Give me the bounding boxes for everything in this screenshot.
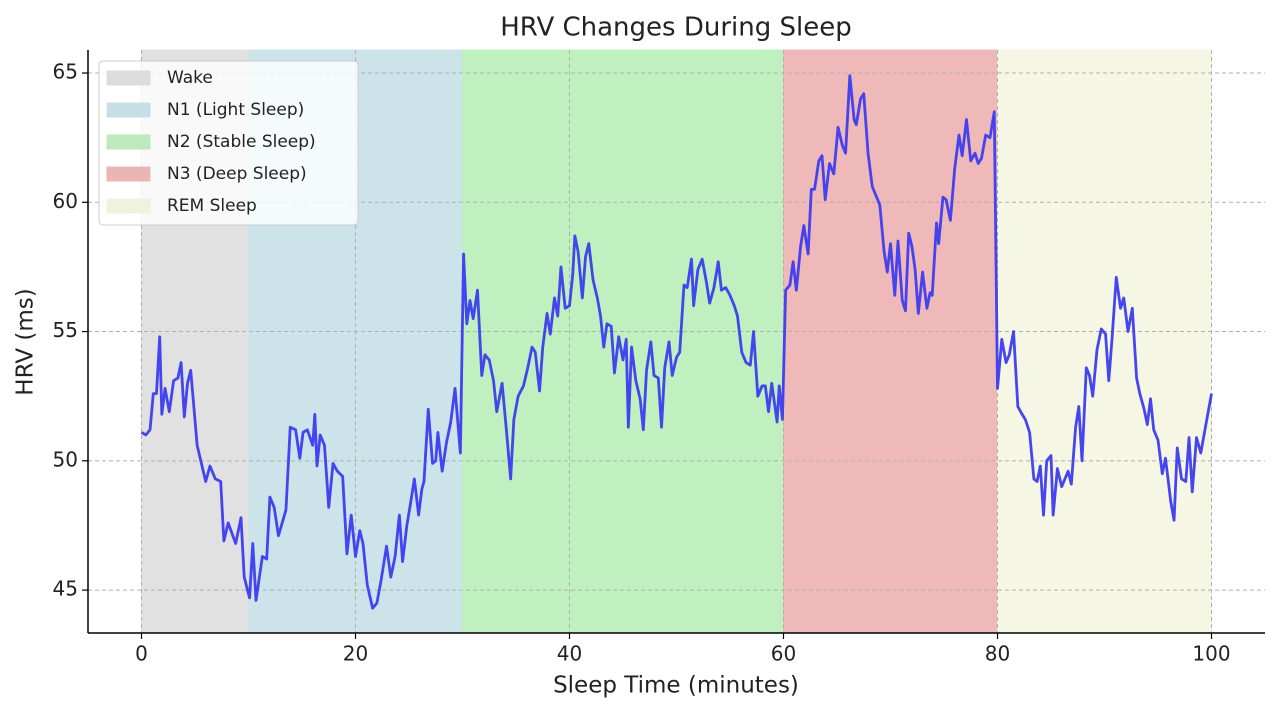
x-tick-label: 60 — [771, 642, 796, 666]
legend-box — [98, 60, 359, 226]
stage-span — [997, 49, 1212, 634]
legend-label: N1 (Light Sleep) — [167, 100, 304, 120]
x-tick-label: 0 — [135, 642, 148, 666]
x-tick-label: 20 — [343, 642, 368, 666]
legend-swatch — [106, 134, 151, 150]
y-tick-label: 45 — [53, 577, 78, 601]
y-tick-label: 50 — [53, 447, 78, 471]
legend-label: N3 (Deep Sleep) — [167, 164, 307, 184]
y-tick-label: 60 — [53, 189, 78, 213]
x-tick-label: 100 — [1192, 642, 1230, 666]
chart-title: HRV Changes During Sleep — [500, 13, 851, 43]
x-tick-label: 80 — [985, 642, 1010, 666]
legend-swatch — [106, 166, 151, 182]
legend: Wake N1 (Light Sleep) N2 (Stable Sleep) N3 … — [98, 60, 359, 226]
legend-swatch — [106, 70, 151, 86]
legend-label: Wake — [167, 68, 213, 88]
hrv-line — [140, 74, 1213, 610]
legend-label: REM Sleep — [167, 196, 257, 216]
y-tick-label: 65 — [53, 60, 78, 84]
legend-swatch — [106, 102, 151, 118]
legend-label: N2 (Stable Sleep) — [167, 132, 316, 152]
stage-span — [462, 49, 784, 634]
legend-swatch — [106, 198, 151, 214]
x-axis-label: Sleep Time (minutes) — [553, 673, 799, 699]
y-axis-label: HRV (ms) — [13, 288, 39, 395]
x-tick-label: 40 — [557, 642, 582, 666]
y-tick-label: 55 — [53, 318, 78, 342]
